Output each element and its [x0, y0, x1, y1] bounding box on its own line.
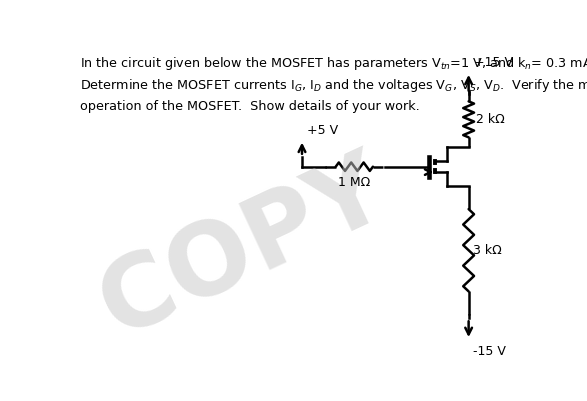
Text: 3 kΩ: 3 kΩ [473, 244, 501, 257]
Text: operation of the MOSFET.  Show details of your work.: operation of the MOSFET. Show details of… [80, 101, 419, 113]
Text: Determine the MOSFET currents I$_G$, I$_D$ and the voltages V$_G$, V$_S$, V$_D$.: Determine the MOSFET currents I$_G$, I$_… [80, 77, 587, 94]
Text: -15 V: -15 V [473, 344, 505, 358]
Text: COPY: COPY [86, 141, 402, 357]
Text: 1 MΩ: 1 MΩ [338, 176, 370, 189]
Text: +15 V: +15 V [474, 56, 513, 69]
Text: 2 kΩ: 2 kΩ [477, 113, 505, 126]
Text: In the circuit given below the MOSFET has parameters V$_{tn}$=1 V, and k$_{n}$= : In the circuit given below the MOSFET ha… [80, 54, 587, 74]
Text: +5 V: +5 V [306, 124, 338, 137]
